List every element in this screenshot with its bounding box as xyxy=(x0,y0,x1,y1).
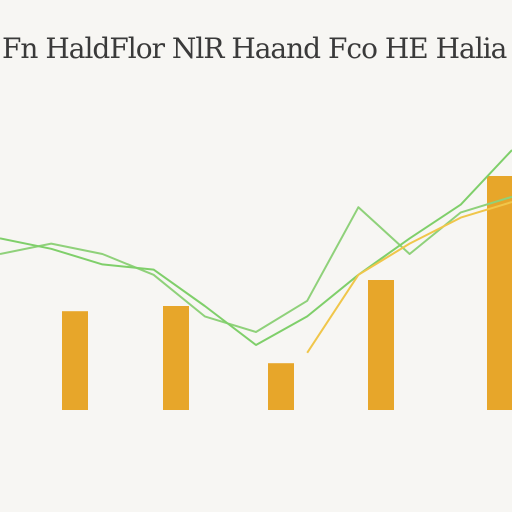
bar-1 xyxy=(62,311,88,410)
bar-2 xyxy=(163,306,189,410)
bar-4 xyxy=(368,280,394,410)
bars-group xyxy=(62,176,512,410)
chart-title: Fn HaldFlor NlR Haand Fco HE Halia G xyxy=(2,32,512,65)
series-line-1 xyxy=(0,195,512,333)
lines-group xyxy=(0,149,512,354)
bar-3 xyxy=(268,363,294,410)
bar-5 xyxy=(487,176,512,410)
series-line-3 xyxy=(306,201,512,354)
series-line-2 xyxy=(0,149,512,346)
